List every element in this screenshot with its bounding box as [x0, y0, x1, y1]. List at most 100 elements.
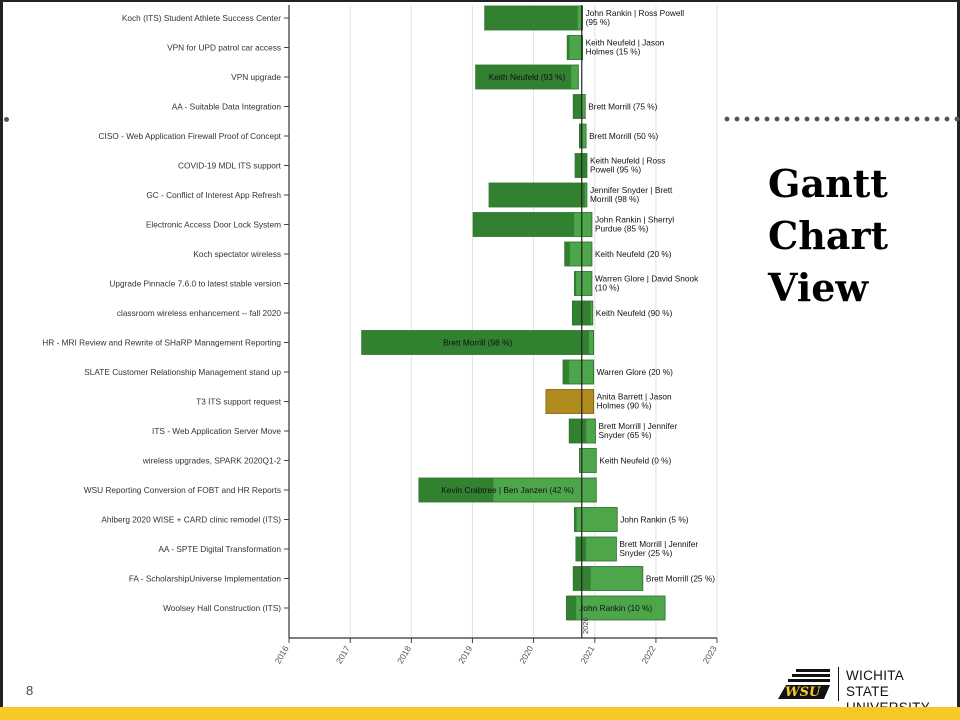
task-assignee-label-line: Keith Neufeld | Jason	[586, 38, 665, 48]
slide-title-line-3: View	[768, 265, 869, 310]
task-bar	[579, 448, 597, 473]
task-progress-bar	[566, 596, 577, 620]
task-assignee-label: John Rankin (10 %)	[579, 603, 652, 613]
x-tick-label: 2022	[640, 644, 658, 666]
task-name-label: SLATE Customer Relationship Management s…	[84, 367, 281, 377]
task-assignee-label-line: Keith Neufeld | Ross	[590, 156, 665, 166]
task-progress-bar	[575, 537, 587, 561]
task-name-label: T3 ITS support request	[196, 397, 282, 407]
slide-title-line-1: Gantt	[768, 161, 888, 206]
task-progress-bar	[489, 183, 585, 207]
task-assignee-label: Keith Neufeld (20 %)	[595, 249, 672, 259]
task-progress-bar	[473, 212, 575, 237]
task-name-label: Electronic Access Door Lock System	[146, 220, 281, 230]
task-assignee-label-line: Morrill (98 %)	[590, 194, 640, 204]
task-progress-bar	[563, 360, 570, 384]
task-assignee-label: John Rankin (5 %)	[620, 515, 688, 525]
task-assignee-label: Brett Morrill (75 %)	[588, 102, 657, 112]
task-progress-bar	[418, 478, 494, 502]
task-progress-bar	[564, 242, 571, 266]
task-name-label: classroom wireless enhancement -- fall 2…	[117, 308, 282, 318]
task-name-label: COVID-19 MDL ITS support	[178, 161, 282, 171]
task-assignee-label-line: (10 %)	[595, 283, 620, 293]
x-tick-label: 2021	[578, 644, 596, 666]
footer-band	[0, 707, 960, 720]
slide-title: Gantt Chart View	[768, 158, 888, 314]
task-assignee-label: John Rankin | Sherryl Purdue (85 %)	[595, 215, 674, 234]
task-assignee-label: Jennifer Snyder | Brett Morrill (98 %)	[590, 185, 673, 204]
task-assignee-label: Brett Morrill (98 %)	[443, 338, 512, 348]
task-progress-bar	[361, 330, 589, 355]
task-name-label: HR - MRI Review and Rewrite of SHaRP Man…	[42, 338, 281, 348]
slide-right-border	[957, 0, 960, 720]
task-assignee-label: Brett Morrill (50 %)	[589, 131, 658, 141]
task-progress-bar	[579, 124, 583, 148]
task-bar	[573, 507, 618, 532]
task-assignee-label: Brett Morrill | Jennifer Snyder (25 %)	[619, 539, 698, 558]
task-assignee-label-line: Warren Glore | David Snook	[595, 274, 699, 284]
task-name-label: Woolsey Hall Construction (ITS)	[163, 603, 281, 613]
task-progress-bar	[575, 153, 587, 178]
task-name-label: VPN upgrade	[231, 72, 281, 82]
task-progress-bar	[574, 271, 577, 296]
dotted-divider	[722, 114, 960, 124]
task-assignee-label: Keith Neufeld | Jason Holmes (15 %)	[586, 38, 665, 57]
task-progress-bar	[567, 35, 570, 60]
logo-text-line-1: Wichita State	[846, 668, 904, 699]
task-name-label: WSU Reporting Conversion of FOBT and HR …	[84, 485, 281, 495]
task-progress-bar	[569, 419, 587, 443]
wsu-shocker-icon: WSU	[778, 669, 830, 700]
x-tick-label: 2023	[701, 644, 719, 666]
task-assignee-label: Keith Neufeld (93 %)	[489, 72, 566, 82]
task-assignee-label: Keith Neufeld (0 %)	[599, 456, 671, 466]
task-name-label: wireless upgrades, SPARK 2020Q1-2	[142, 456, 282, 466]
task-assignee-label-line: Jennifer Snyder | Brett	[590, 185, 673, 195]
task-assignee-label-line: Purdue (85 %)	[595, 224, 649, 234]
slide-left-border	[0, 0, 3, 720]
task-assignee-label: John Rankin | Ross Powell (95 %)	[586, 8, 685, 27]
task-name-label: VPN for UPD patrol car access	[167, 43, 281, 53]
task-name-label: AA - SPTE Digital Transformation	[158, 544, 281, 554]
slide-number: 8	[26, 683, 34, 698]
slide-title-line-2: Chart	[768, 213, 889, 258]
task-assignee-label-line: Powell (95 %)	[590, 165, 641, 175]
wsu-logo: WSU Wichita State University	[776, 663, 946, 715]
task-assignee-label-line: Anita Barrett | Jason	[597, 392, 672, 402]
task-assignee-label: Warren Glore | David Snook (10 %)	[595, 274, 699, 293]
task-assignee-label-line: Snyder (65 %)	[598, 430, 651, 440]
task-assignee-label: Brett Morrill | Jennifer Snyder (65 %)	[598, 421, 677, 440]
task-assignee-label: Keith Neufeld | Ross Powell (95 %)	[590, 156, 665, 175]
task-name-label: FA - ScholarshipUniverse Implementation	[129, 574, 282, 584]
task-name-label: Upgrade Pinnacle 7.6.0 to latest stable …	[109, 279, 281, 289]
task-bar	[565, 595, 666, 621]
task-assignee-label-line: (95 %)	[586, 17, 611, 27]
x-tick-label: 2019	[456, 644, 474, 666]
task-assignee-label: Anita Barrett | Jason Holmes (90 %)	[597, 392, 672, 411]
logo-mark-text: WSU	[785, 685, 821, 700]
today-marker-label: 2020	[581, 617, 590, 634]
task-assignee-label-line: John Rankin | Sherryl	[595, 215, 674, 225]
x-tick-label: 2016	[273, 644, 291, 666]
slide-top-border	[0, 0, 960, 2]
logo-separator	[838, 667, 839, 701]
task-progress-bar	[573, 94, 583, 119]
task-progress-bar	[574, 507, 577, 532]
task-assignee-label: Warren Glore (20 %)	[597, 367, 673, 377]
task-assignee-label-line: Snyder (25 %)	[619, 548, 672, 558]
task-bar	[545, 389, 595, 414]
task-progress-bar	[484, 6, 578, 30]
task-progress-bar	[475, 65, 572, 89]
task-assignee-label: Keith Neufeld (90 %)	[596, 308, 673, 318]
task-name-label: Koch (ITS) Student Athlete Success Cente…	[122, 13, 281, 23]
task-name-label: CISO - Web Application Firewall Proof of…	[99, 131, 282, 141]
task-assignee-label: Kevin Crabtree | Ben Janzen (42 %)	[441, 485, 574, 495]
divider-dot	[4, 117, 9, 122]
task-name-label: GC - Conflict of Interest App Refresh	[146, 190, 281, 200]
task-assignee-label: Brett Morrill (25 %)	[646, 574, 715, 584]
task-name-label: Ahlberg 2020 WISE + CARD clinic remodel …	[101, 515, 281, 525]
task-assignee-label-line: Brett Morrill | Jennifer	[598, 421, 677, 431]
task-bar	[573, 271, 593, 296]
task-name-label: Koch spectator wireless	[193, 249, 281, 259]
x-tick-label: 2017	[334, 644, 352, 666]
